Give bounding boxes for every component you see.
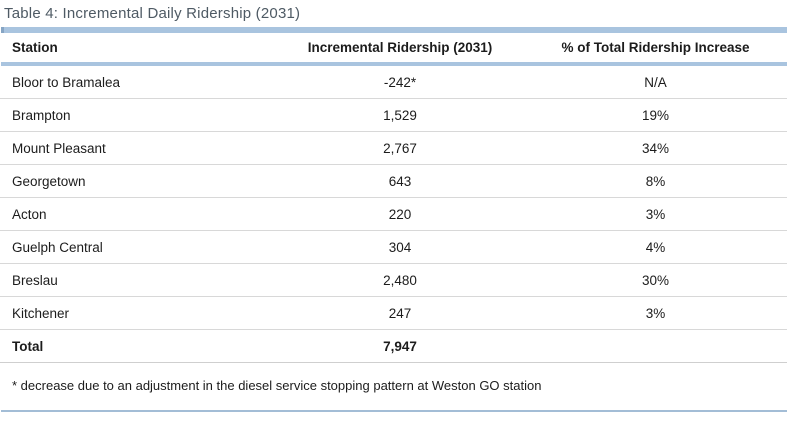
footnote-row: * decrease due to an adjustment in the d…	[0, 363, 787, 409]
column-header-station: Station	[12, 40, 58, 55]
table-total-row: Total 7,947	[0, 330, 787, 363]
percent-value-cell: N/A	[644, 74, 667, 90]
header-accent-bar	[1, 62, 787, 66]
column-header-incremental-ridership: Incremental Ridership (2031)	[307, 40, 493, 55]
percent-value-cell: 19%	[641, 107, 670, 123]
top-accent-bar	[1, 27, 787, 33]
percent-value-cell: 3%	[645, 305, 666, 321]
ridership-value-cell: 643	[388, 173, 412, 189]
table-body: Bloor to Bramalea -242* N/A Brampton 1,5…	[0, 66, 805, 330]
station-name-cell: Brampton	[12, 107, 71, 123]
table-row: Kitchener 247 3%	[0, 297, 787, 330]
station-name-cell: Georgetown	[12, 173, 86, 189]
total-row-ridership-value: 7,947	[383, 338, 417, 354]
station-name-cell: Breslau	[12, 272, 58, 288]
ridership-value-cell: 220	[388, 206, 412, 222]
station-name-cell: Guelph Central	[12, 239, 103, 255]
percent-value-cell: 3%	[645, 206, 666, 222]
ridership-value-cell: 2,767	[383, 140, 417, 156]
station-name-cell: Acton	[12, 206, 47, 222]
column-header-percent-of-total: % of Total Ridership Increase	[561, 40, 750, 55]
ridership-value-cell: 1,529	[383, 107, 417, 123]
percent-value-cell: 34%	[641, 140, 670, 156]
percent-value-cell: 8%	[645, 173, 666, 189]
ridership-value-cell: 304	[388, 239, 412, 255]
station-name-cell: Kitchener	[12, 305, 70, 321]
table-row: Bloor to Bramalea -242* N/A	[0, 66, 787, 99]
table-row: Acton 220 3%	[0, 198, 787, 231]
table-bottom-border	[1, 410, 787, 412]
table-row: Brampton 1,529 19%	[0, 99, 787, 132]
percent-value-cell: 4%	[645, 239, 666, 255]
table-header-row: Station Incremental Ridership (2031) % o…	[0, 33, 787, 62]
ridership-value-cell: 2,480	[383, 272, 417, 288]
footnote-text: * decrease due to an adjustment in the d…	[12, 378, 542, 393]
total-row-label: Total	[12, 338, 44, 354]
ridership-value-cell: 247	[388, 305, 412, 321]
table-caption: Table 4: Incremental Daily Ridership (20…	[4, 5, 301, 22]
station-name-cell: Mount Pleasant	[12, 140, 106, 156]
ridership-value-cell: -242*	[383, 74, 417, 90]
table-row: Georgetown 643 8%	[0, 165, 787, 198]
table-row: Guelph Central 304 4%	[0, 231, 787, 264]
station-name-cell: Bloor to Bramalea	[12, 74, 121, 90]
accent-bar-cap	[1, 27, 4, 33]
table-row: Mount Pleasant 2,767 34%	[0, 132, 787, 165]
table-row: Breslau 2,480 30%	[0, 264, 787, 297]
percent-value-cell: 30%	[641, 272, 670, 288]
